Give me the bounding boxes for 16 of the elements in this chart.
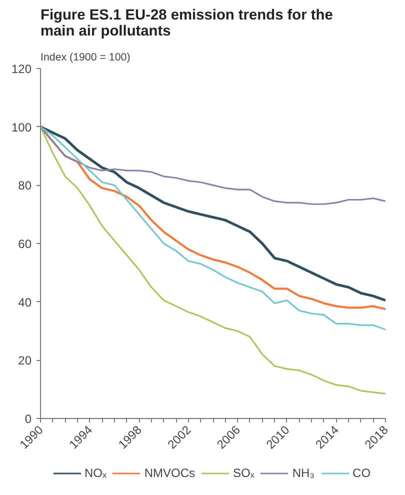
line-series: [40, 126, 386, 395]
legend-label: NOₓ: [84, 466, 106, 480]
y-axis-title: Index (1900 = 100): [40, 52, 130, 64]
y-tick-label: 80: [18, 178, 32, 193]
y-tick-label: 120: [11, 62, 32, 76]
legend-label: NH₃: [292, 466, 315, 480]
y-tick-label: 0: [24, 412, 32, 426]
y-tick-label: 20: [18, 354, 32, 368]
y-tick-label: 100: [11, 120, 32, 134]
chart-title: Figure ES.1 EU-28 emission trends for the main air pollutants: [40, 8, 333, 40]
y-tick-label: 40: [18, 295, 32, 310]
line-series: [40, 126, 386, 205]
y-tick-label: 60: [18, 237, 32, 251]
legend-label: CO: [352, 466, 372, 480]
legend-label: SOₓ: [233, 466, 254, 480]
legend-label: NMVOCs: [144, 466, 196, 480]
